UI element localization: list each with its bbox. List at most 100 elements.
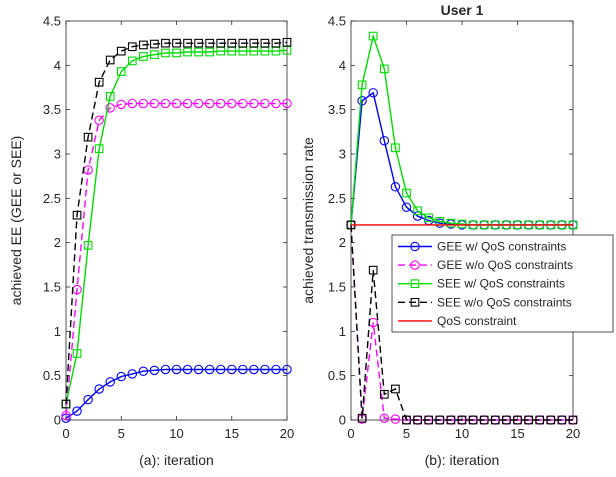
- data-point: [479, 415, 489, 425]
- y-axis-label: achieved EE (GEE or SEE): [8, 136, 24, 306]
- data-point: [171, 98, 182, 109]
- data-point: [205, 47, 215, 57]
- y-tick-label: 0: [54, 413, 61, 428]
- data-point: [271, 364, 281, 375]
- data-point: [150, 39, 159, 49]
- y-tick-label: 1.5: [43, 280, 61, 295]
- data-point: [435, 415, 445, 425]
- data-point: [83, 132, 93, 142]
- data-point: [94, 144, 104, 154]
- y-tick-label: 0: [339, 413, 346, 428]
- legend: GEE w/ QoS constraints GEE w/o QoS constr…: [391, 234, 614, 333]
- data-point: [282, 98, 292, 109]
- chart-panel-a: 0 5 10 15 20 0 0.5 1 1.5 2 2.5 3 3.5 4 4.5 (a): iterati…: [8, 14, 294, 469]
- data-point: [193, 364, 204, 375]
- data-point: [149, 98, 160, 109]
- data-point: [160, 98, 171, 109]
- data-point: [139, 40, 148, 50]
- data-point: [204, 98, 215, 109]
- data-point: [271, 38, 281, 48]
- data-point: [105, 103, 115, 113]
- data-point: [83, 240, 93, 250]
- data-point: [249, 364, 259, 375]
- x-tick-label: 10: [169, 426, 183, 441]
- data-point: [412, 211, 423, 221]
- data-point: [105, 55, 115, 65]
- data-point: [391, 384, 400, 394]
- data-point: [216, 38, 226, 48]
- data-point: [194, 38, 203, 48]
- data-point: [513, 415, 522, 425]
- data-point: [149, 365, 160, 376]
- data-point: [127, 98, 138, 109]
- data-point: [227, 364, 237, 375]
- data-point: [182, 98, 193, 109]
- data-point: [568, 415, 578, 425]
- data-point: [249, 38, 259, 48]
- legend-label: GEE w/o QoS constraints: [437, 258, 573, 272]
- data-point: [424, 213, 434, 223]
- y-tick-label: 4: [54, 58, 61, 73]
- data-point: [379, 64, 389, 74]
- data-point: [83, 394, 93, 405]
- data-point: [138, 366, 149, 376]
- chart-panel-b: 0 5 10 15 20 0 0.5 1 1.5 2 2.5 3 3.5 4 4.5 (b): iterati…: [300, 2, 614, 468]
- data-point: [94, 77, 104, 87]
- data-point: [457, 219, 467, 229]
- data-point: [282, 37, 292, 47]
- data-point: [127, 42, 137, 52]
- data-point: [72, 210, 82, 220]
- legend-item: GEE w/o QoS constraints: [398, 258, 573, 272]
- data-point: [116, 67, 126, 76]
- legend-label: SEE w/ QoS constraints: [437, 277, 565, 291]
- data-point: [172, 48, 181, 58]
- data-point: [116, 371, 127, 382]
- x-tick-label: 10: [455, 426, 469, 441]
- data-point: [238, 98, 248, 109]
- data-point: [379, 389, 389, 399]
- series-line: [65, 41, 288, 405]
- series-s3: [346, 220, 578, 425]
- x-tick-label: 0: [347, 426, 354, 441]
- y-tick-label: 1: [339, 324, 346, 339]
- y-tick-label: 0.5: [328, 368, 346, 383]
- series-gee_noqos: [61, 98, 292, 421]
- data-point: [94, 115, 104, 126]
- y-tick-label: 4: [339, 58, 346, 73]
- data-point: [282, 364, 292, 375]
- data-point: [183, 47, 192, 57]
- data-point: [490, 415, 500, 425]
- series-gee_qos: [61, 364, 292, 423]
- chart-title: User 1: [441, 2, 484, 18]
- data-point: [368, 265, 378, 275]
- legend-label: GEE w/ QoS constraints: [437, 240, 566, 254]
- data-point: [72, 406, 82, 416]
- legend-label: QoS constraint: [437, 314, 517, 328]
- data-point: [227, 98, 237, 109]
- data-point: [457, 415, 467, 425]
- data-point: [139, 52, 148, 61]
- data-point: [238, 38, 248, 48]
- data-point: [116, 46, 126, 56]
- data-point: [215, 364, 226, 375]
- y-tick-label: 3: [339, 147, 346, 162]
- data-point: [468, 415, 478, 425]
- legend-swatch-marker: [410, 279, 420, 289]
- data-point: [182, 364, 193, 375]
- data-point: [413, 415, 422, 425]
- legend-swatch-marker: [410, 297, 420, 307]
- data-point: [171, 364, 182, 375]
- data-point: [183, 38, 192, 48]
- legend-item: SEE w/o QoS constraints: [398, 295, 572, 309]
- y-tick-label: 1: [54, 324, 61, 339]
- data-point: [127, 369, 138, 379]
- data-point: [271, 98, 281, 109]
- data-point: [357, 413, 367, 423]
- legend-swatch-marker: [410, 260, 420, 270]
- y-tick-label: 2.5: [328, 191, 346, 206]
- y-tick-label: 4.5: [43, 14, 61, 29]
- data-point: [390, 182, 401, 192]
- data-point: [368, 31, 378, 41]
- data-point: [424, 415, 434, 425]
